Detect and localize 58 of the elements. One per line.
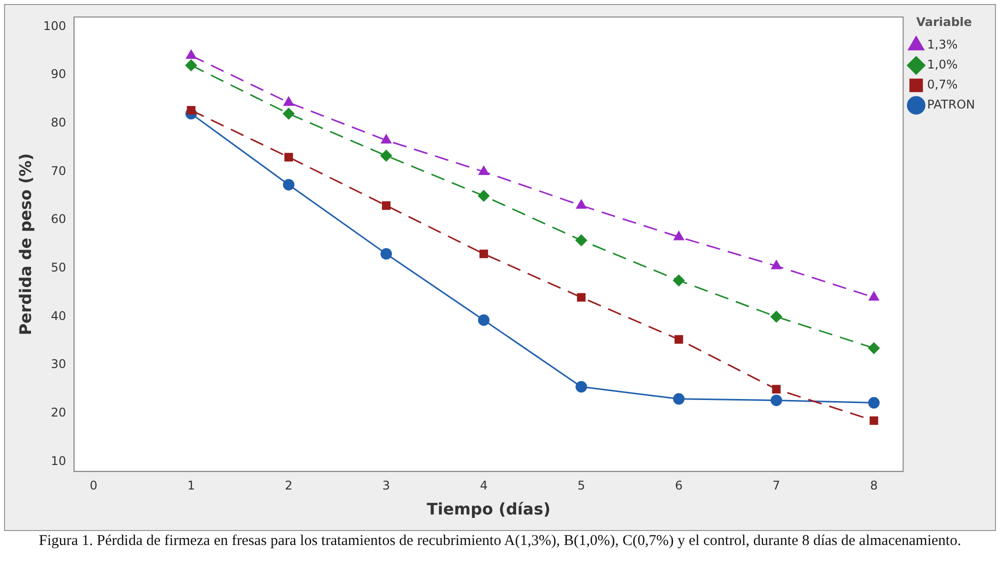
x-tick-label: 0 — [90, 478, 98, 493]
point — [770, 310, 782, 322]
y-tick-label: 70 — [50, 164, 66, 178]
point — [380, 248, 392, 260]
point — [770, 394, 782, 406]
point — [576, 200, 586, 209]
point — [868, 342, 880, 354]
point — [576, 234, 588, 246]
point — [771, 260, 782, 270]
point — [282, 108, 294, 120]
point — [186, 50, 196, 59]
point — [577, 293, 586, 302]
x-tick-label: 4 — [480, 478, 488, 493]
point — [185, 60, 197, 72]
x-tick-label: 6 — [675, 478, 683, 493]
x-tick-label: 2 — [284, 478, 293, 493]
point — [478, 190, 490, 202]
point — [284, 152, 293, 162]
y-tick-label: 90 — [50, 67, 66, 82]
point — [382, 201, 391, 210]
legend-title: Variable — [916, 15, 972, 30]
point — [479, 250, 488, 258]
point — [478, 166, 489, 175]
legend-label: 0,7% — [927, 78, 958, 92]
y-tick-label: 30 — [50, 357, 66, 372]
y-tick-label: 80 — [50, 115, 66, 130]
point — [674, 335, 684, 344]
x-tick-label: 7 — [772, 478, 780, 493]
point — [674, 231, 684, 240]
point — [772, 384, 781, 394]
legend-label: PATRON — [927, 98, 976, 112]
x-tick-label: 5 — [577, 478, 586, 493]
point — [673, 393, 685, 405]
point — [868, 292, 879, 301]
x-tick-label: 1 — [187, 478, 195, 493]
point — [868, 397, 880, 409]
y-tick-label: 60 — [50, 212, 66, 226]
y-tick-label: 100 — [43, 18, 66, 33]
legend-label: 1,0% — [927, 58, 958, 72]
y-tick-label: 20 — [50, 406, 66, 420]
x-tick-label: 8 — [870, 478, 878, 493]
legend-label: 1,3% — [927, 38, 958, 52]
point — [576, 381, 588, 393]
point — [282, 178, 294, 190]
text: Figura 1. Pérdida de firmeza en fresas para los tratamientos de recubrimiento A(1,3%), B(1,0%), C(0,7%) y el control, durante 8 días de almacenamiento. — [38, 532, 962, 551]
point — [380, 150, 392, 162]
point — [284, 96, 294, 106]
y-axis-title: Perdida de peso (%) — [16, 153, 35, 336]
y-tick-label: 10 — [50, 454, 66, 468]
point — [186, 106, 196, 115]
point — [673, 274, 685, 286]
point — [381, 134, 392, 144]
point — [478, 314, 490, 326]
point — [870, 416, 878, 425]
y-tick-label: 40 — [50, 308, 66, 323]
x-tick-label: 3 — [382, 478, 390, 493]
x-axis-title: Tiempo (días) — [426, 500, 551, 519]
y-tick-label: 50 — [50, 260, 66, 274]
